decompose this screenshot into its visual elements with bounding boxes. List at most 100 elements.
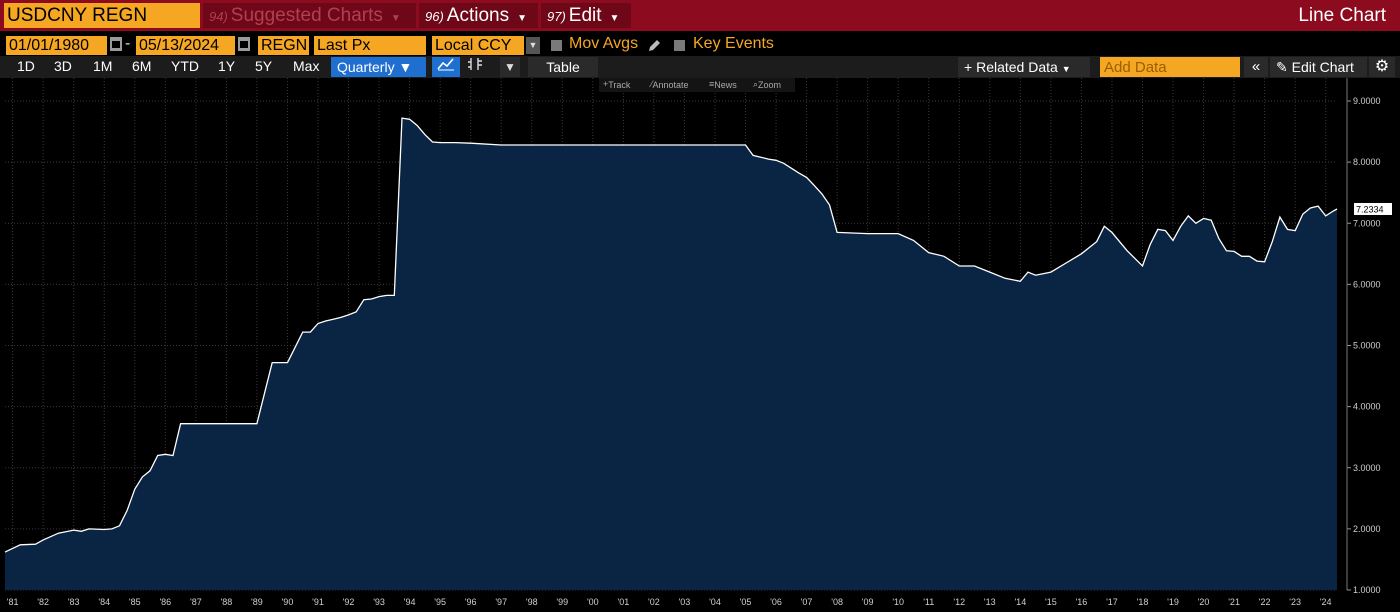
start-date-field[interactable]: 01/01/1980 (6, 36, 107, 55)
news-label: News (714, 80, 737, 90)
x-tick-label: '87 (190, 597, 202, 607)
add-data-input[interactable] (1100, 57, 1240, 77)
suggested-charts-menu[interactable]: 94) Suggested Charts ▼ (203, 3, 416, 28)
zoom-tool[interactable]: ⌕ Zoom (753, 79, 782, 90)
x-tick-label: '06 (770, 597, 782, 607)
period-1m[interactable]: 1M (93, 58, 113, 74)
collapse-icon[interactable]: « (1244, 57, 1268, 77)
mov-avgs-label[interactable]: Mov Avgs (569, 35, 639, 52)
related-data-label: Related Data (976, 59, 1058, 75)
actions-menu[interactable]: 96) Actions ▼ (419, 3, 538, 28)
edit-menu[interactable]: 97) Edit ▼ (541, 3, 631, 28)
gear-icon[interactable]: ⚙ (1369, 57, 1395, 77)
x-tick-label: '22 (1259, 597, 1271, 607)
x-tick-label: '17 (1106, 597, 1118, 607)
last-value-label: 7.2334 (1356, 204, 1384, 214)
line-chart-icon[interactable] (432, 57, 460, 77)
y-tick-label: 9.0000 (1353, 96, 1381, 106)
period-1y[interactable]: 1Y (218, 58, 236, 74)
actions-label: Actions (446, 5, 510, 26)
params-bar: 01/01/1980 - 05/13/2024 REGN Last Px Loc… (0, 33, 1400, 57)
x-tick-label: '93 (373, 597, 385, 607)
x-tick-label: '15 (1045, 597, 1057, 607)
edit-chart-label: Edit Chart (1291, 59, 1354, 75)
bar-chart-icon[interactable] (462, 57, 488, 77)
source-field[interactable]: REGN (258, 36, 309, 55)
frequency-label: Quarterly (337, 59, 395, 75)
chevron-down-icon: ▼ (609, 13, 620, 24)
x-tick-label: '13 (984, 597, 996, 607)
news-tool[interactable]: ≡ News (709, 79, 737, 90)
x-tick-label: '88 (221, 597, 233, 607)
table-button[interactable]: Table (528, 57, 598, 77)
edit-number: 97) (547, 9, 566, 24)
period-3d[interactable]: 3D (54, 58, 72, 74)
x-tick-label: '05 (740, 597, 752, 607)
x-tick-label: '20 (1198, 597, 1210, 607)
x-tick-label: '90 (282, 597, 294, 607)
end-date-field[interactable]: 05/13/2024 (136, 36, 235, 55)
period-1d[interactable]: 1D (17, 58, 35, 74)
x-tick-label: '01 (617, 597, 629, 607)
last-value-marker: 7.2334 (1354, 202, 1392, 215)
mov-avgs-checkbox[interactable] (551, 40, 562, 51)
chart-type-area (634, 3, 1397, 28)
bar-chart-glyph (468, 58, 482, 70)
calendar-icon[interactable] (238, 37, 250, 51)
x-tick-label: '92 (343, 597, 355, 607)
chart-area[interactable]: 1.0000 2.0000 3.0000 4.0000 5.0000 6.0000 7.00… (0, 78, 1400, 612)
calendar-icon[interactable] (110, 37, 122, 51)
x-axis: '81 '82 '83 '84 '85 '86 '87 '88 '89 '90 '91 '92 '93 '… (7, 597, 1332, 607)
x-tick-label: '89 (251, 597, 263, 607)
related-data-button[interactable]: + Related Data ▼ (958, 57, 1090, 77)
x-tick-label: '18 (1137, 597, 1149, 607)
key-events-checkbox[interactable] (674, 40, 685, 51)
pencil-icon: ✎ (1276, 59, 1288, 75)
annotate-tool[interactable]: ⁄ Annotate (651, 79, 689, 90)
currency-selector[interactable]: Local CCY (432, 36, 524, 55)
x-tick-label: '11 (923, 597, 934, 607)
y-tick-label: 3.0000 (1353, 463, 1381, 473)
suggested-charts-number: 94) (209, 9, 228, 24)
date-separator: - (125, 35, 131, 52)
y-tick-label: 4.0000 (1353, 402, 1381, 412)
x-tick-label: '00 (587, 597, 599, 607)
y-tick-label: 8.0000 (1353, 157, 1381, 167)
edit-label: Edit (568, 5, 602, 26)
chevron-down-icon[interactable]: ▼ (526, 37, 540, 54)
toolbar: 1D 3D 1M 6M YTD 1Y 5Y Max Quarterly ▼ ▼ … (0, 56, 1400, 78)
x-tick-label: '10 (892, 597, 904, 607)
x-tick-label: '19 (1167, 597, 1179, 607)
edit-chart-button[interactable]: ✎ Edit Chart (1270, 57, 1367, 77)
ticker-field[interactable]: USDCNY REGN Curnc (4, 3, 200, 51)
chevron-down-icon[interactable]: ▼ (500, 57, 520, 77)
field-selector[interactable]: Last Px (314, 36, 426, 55)
key-events-label[interactable]: Key Events (693, 35, 774, 52)
x-tick-label: '08 (831, 597, 843, 607)
x-tick-label: '83 (68, 597, 80, 607)
x-tick-label: '14 (1014, 597, 1026, 607)
x-tick-label: '09 (862, 597, 874, 607)
period-5y[interactable]: 5Y (255, 58, 273, 74)
y-tick-label: 2.0000 (1353, 524, 1381, 534)
chevron-down-icon: ▼ (1061, 64, 1071, 74)
x-tick-label: '23 (1289, 597, 1301, 607)
annotate-label: Annotate (652, 80, 689, 90)
frequency-selector[interactable]: Quarterly ▼ (331, 57, 426, 77)
chart-tools: + Track ⁄ Annotate ≡ News ⌕ Zoom (599, 78, 795, 92)
x-tick-label: '84 (98, 597, 110, 607)
x-tick-label: '82 (37, 597, 49, 607)
period-max[interactable]: Max (293, 58, 320, 74)
track-tool[interactable]: + Track (603, 79, 631, 90)
chevron-down-icon: ▼ (517, 13, 528, 24)
y-tick-label: 5.0000 (1353, 341, 1381, 351)
line-chart-glyph (437, 58, 454, 71)
pencil-icon[interactable] (647, 39, 661, 53)
period-6m[interactable]: 6M (132, 58, 152, 74)
x-tick-label: '81 (7, 597, 19, 607)
period-ytd[interactable]: YTD (171, 58, 199, 74)
chart-type-title: Line Chart (1298, 5, 1386, 26)
y-tick-label: 1.0000 (1353, 585, 1381, 595)
x-tick-label: '12 (953, 597, 965, 607)
x-tick-label: '21 (1228, 597, 1240, 607)
